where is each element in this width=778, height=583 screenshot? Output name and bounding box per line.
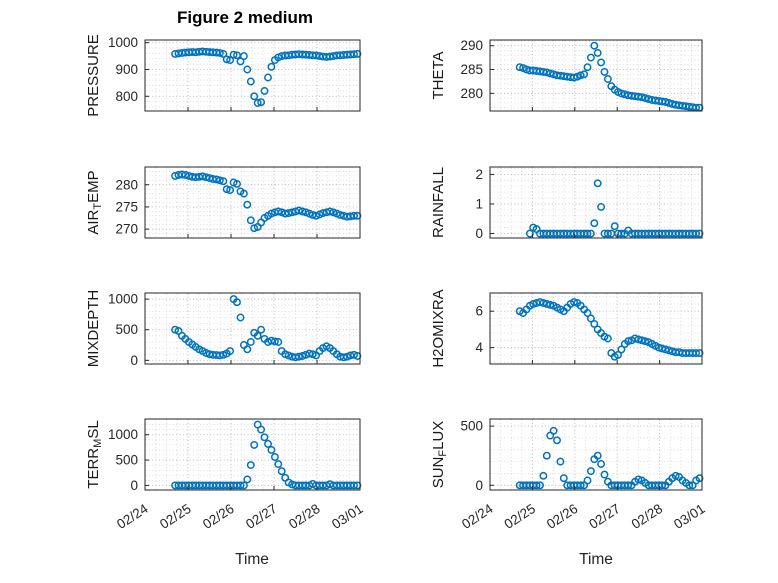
ylabel-mixdepth: MIXDEPTH (85, 290, 102, 368)
x-tick-label: 02/27 (586, 501, 623, 532)
tick-marks (489, 173, 703, 238)
ylabel-pressure: PRESSURE (85, 34, 102, 117)
y-tick-label: 1000 (108, 35, 138, 50)
data-points (171, 47, 362, 107)
x-tick-label: 02/26 (544, 501, 581, 532)
subplot-mixdepth: 0 500 1000 MIXDEPTH (85, 290, 362, 368)
data-points (515, 426, 704, 490)
tick-marks (489, 425, 703, 490)
data-points (515, 298, 704, 361)
x-tick-label: 03/01 (329, 501, 366, 532)
y-tick-label: 500 (115, 322, 138, 337)
grid-lines (145, 419, 360, 490)
y-tick-label: 1 (475, 196, 483, 211)
y-tick-label: 1000 (108, 427, 138, 442)
data-points (171, 170, 362, 233)
xlabel-time-left: Time (235, 551, 269, 568)
y-tick-label: 275 (115, 199, 138, 214)
ylabel-theta: THETA (430, 51, 447, 99)
xlabel-time-right: Time (579, 551, 613, 568)
ylabel-rainfall: RAINFALL (430, 167, 447, 238)
x-tick-label: 02/25 (157, 501, 194, 532)
y-tick-label: 0 (130, 478, 138, 493)
tick-marks (489, 310, 703, 364)
tick-marks (144, 434, 361, 490)
tick-marks (144, 42, 361, 111)
y-tick-label: 280 (460, 86, 483, 101)
x-tick-label: 02/24 (459, 501, 496, 532)
subplot-air-temp: 270 275 280 AIRTEMP (85, 166, 362, 239)
y-tick-label: 0 (130, 353, 138, 368)
x-tick-label: 02/26 (200, 501, 237, 532)
x-tick-label: 02/27 (243, 501, 280, 532)
subplot-sun-flux: 0 500 02/24 02/25 02/26 02/27 02/28 03/01 SUNFLU… (430, 418, 708, 532)
grid-lines (145, 166, 360, 239)
ylabel-sun-flux: SUNFLUX (430, 421, 449, 489)
tick-marks (144, 184, 361, 238)
y-tick-label: 0 (475, 226, 483, 241)
x-tick-label: 03/01 (671, 501, 708, 532)
x-tick-label: 02/25 (502, 501, 539, 532)
subplot-rainfall: 0 1 2 RAINFALL (430, 166, 704, 241)
y-tick-label: 900 (115, 62, 138, 77)
x-tick-label: 02/28 (629, 501, 666, 532)
ylabel-air-temp: AIRTEMP (85, 170, 104, 234)
subplot-theta: 280 285 290 THETA (430, 38, 704, 112)
tick-marks (489, 45, 703, 111)
tick-marks (144, 298, 361, 364)
data-points (515, 41, 704, 112)
data-points (525, 179, 704, 238)
y-tick-label: 270 (115, 222, 138, 237)
y-tick-label: 4 (475, 340, 483, 355)
y-tick-label: 500 (115, 453, 138, 468)
y-tick-label: 290 (460, 38, 483, 53)
subplot-terr-msl: 0 500 1000 02/24 02/25 02/26 02/27 02/28 03/01 TE… (85, 418, 366, 532)
figure-title: Figure 2 medium (176, 8, 314, 27)
y-tick-label: 1000 (108, 292, 138, 307)
ylabel-h2omixra: H2OMIXRA (430, 289, 447, 367)
y-tick-label: 800 (115, 89, 138, 104)
subplot-h2omixra: 4 6 H2OMIXRA (430, 289, 704, 368)
subplot-pressure: 800 900 1000 PRESSURE (85, 34, 362, 117)
y-tick-label: 500 (460, 419, 483, 434)
y-tick-label: 285 (460, 62, 483, 77)
grid-lines (490, 419, 702, 490)
x-tick-label: 02/24 (114, 501, 151, 532)
y-tick-label: 280 (115, 177, 138, 192)
data-points (171, 420, 362, 490)
x-tick-label: 02/28 (286, 501, 323, 532)
grid-lines (145, 292, 360, 364)
grid-lines (490, 293, 702, 364)
ylabel-terr-msl: TERRMSL (85, 420, 104, 488)
grid-lines (490, 167, 702, 238)
data-points (171, 295, 362, 362)
y-tick-label: 6 (475, 304, 483, 319)
y-tick-label: 2 (475, 167, 483, 182)
y-tick-label: 0 (475, 478, 483, 493)
